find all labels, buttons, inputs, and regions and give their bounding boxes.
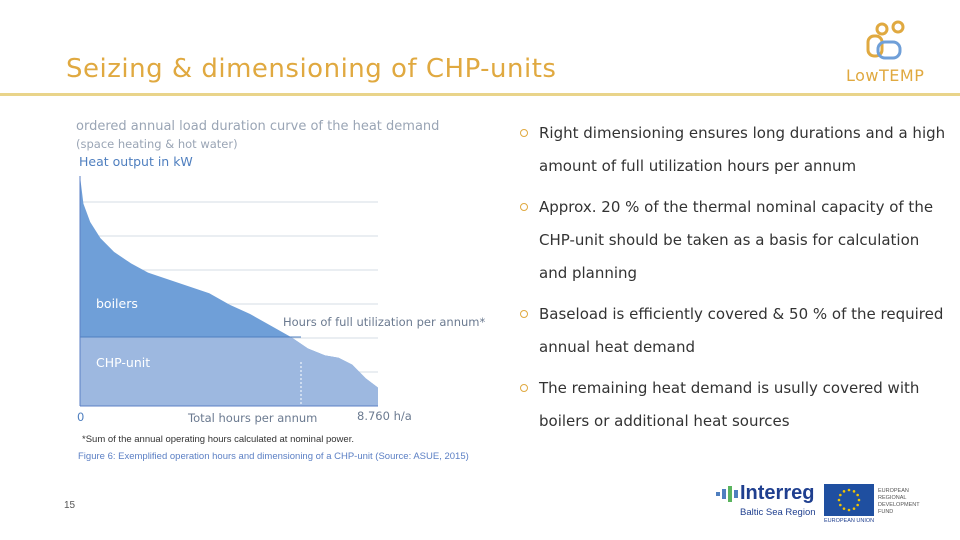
eu-star [842, 507, 846, 510]
eu-star [856, 503, 859, 507]
y-axis-label: Heat output in kW [79, 154, 193, 169]
chart-footnote: *Sum of the annual operating hours calcu… [82, 434, 354, 445]
bullet-icon [520, 384, 528, 392]
eu-star [839, 503, 842, 507]
bullet-icon [520, 203, 528, 211]
eu-star [852, 507, 856, 510]
lowtemp-logo-icon [866, 20, 905, 60]
interreg-logo: Interreg Baltic Sea Region EUROPEAN UNIO… [716, 480, 936, 530]
eu-label: EUROPEAN UNION [824, 518, 875, 524]
page-number: 15 [64, 500, 76, 511]
eu-star [837, 498, 841, 502]
slide-title: Seizing & dimensioning of CHP-units [66, 54, 557, 84]
chp-unit-label: CHP-unit [96, 355, 151, 370]
bullet-icon [520, 310, 528, 318]
erdf-label: EUROPEAN REGIONAL DEVELOPMENT FUND [878, 488, 920, 515]
bullet-icon [520, 129, 528, 137]
x-axis-start: 0 [77, 410, 85, 424]
eu-flag-icon [824, 484, 874, 516]
figure-caption: Figure 6: Exemplified operation hours an… [78, 451, 469, 462]
x-axis-label: Total hours per annum [188, 411, 318, 425]
interreg-name: Interreg [740, 482, 815, 504]
bullet-list: Right dimensioning ensures long duration… [520, 117, 950, 446]
bullet-item: Approx. 20 % of the thermal nominal capa… [520, 191, 950, 290]
chart-subtitle: (space heating & hot water) [76, 137, 238, 151]
bullet-item: The remaining heat demand is usully cove… [520, 372, 950, 438]
load-duration-chart [79, 176, 378, 407]
eu-star [852, 490, 856, 493]
eu-star [847, 488, 851, 492]
chart-title: ordered annual load duration curve of th… [76, 119, 440, 134]
eu-star [847, 508, 851, 512]
eu-star [857, 498, 861, 502]
boilers-label: boilers [96, 296, 138, 311]
eu-star [839, 493, 842, 497]
x-axis-end: 8.760 h/a [357, 409, 412, 423]
full-utilization-annotation: Hours of full utilization per annum* [283, 315, 486, 329]
lowtemp-logo-text: LowTEMP [846, 66, 925, 85]
bullet-item: Baseload is efficiently covered & 50 % o… [520, 298, 950, 364]
interreg-mark-icon [716, 486, 738, 502]
eu-star [842, 490, 846, 493]
chp-area [80, 337, 378, 406]
interreg-region: Baltic Sea Region [740, 507, 816, 518]
eu-star [856, 493, 859, 497]
title-divider [0, 93, 960, 96]
bullet-item: Right dimensioning ensures long duration… [520, 117, 950, 183]
